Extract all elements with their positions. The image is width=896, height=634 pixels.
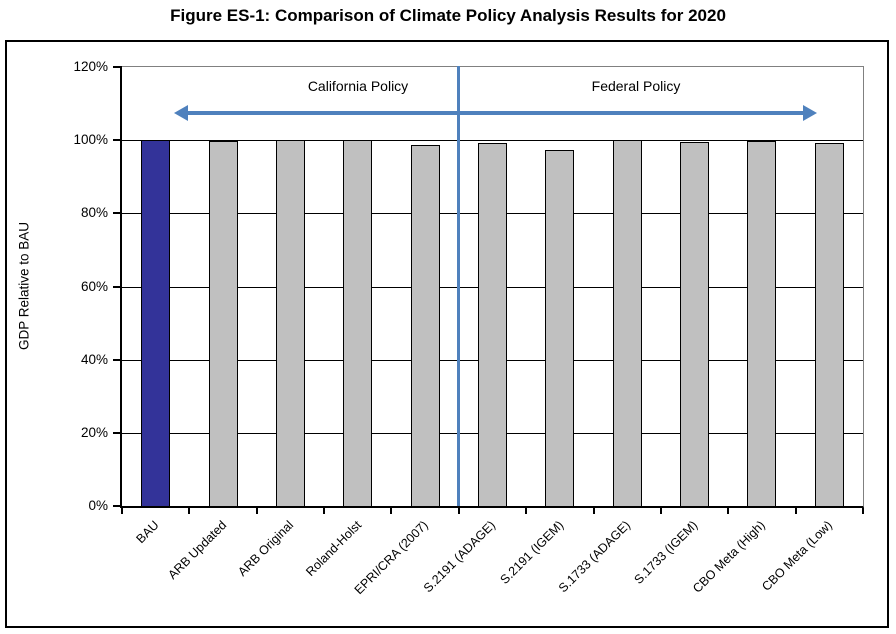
- chart-frame: GDP Relative to BAU California Policy Fe…: [5, 40, 889, 628]
- x-tick-6: [525, 508, 528, 514]
- x-category-label: S.2191 (IGEM): [496, 518, 566, 587]
- x-category-label: CBO Meta (High): [690, 518, 768, 596]
- policy-span-arrow-shaft: [186, 111, 805, 115]
- y-tick-label-60: 60%: [80, 278, 108, 294]
- bar-s-2191-igem: [545, 149, 575, 506]
- x-tick-8: [659, 508, 662, 514]
- plot-area: California Policy Federal Policy BAU ARB …: [73, 59, 864, 597]
- bar-epri-cra-2007: [410, 145, 440, 506]
- y-tick-120: [113, 66, 122, 68]
- x-category-label: S.1733 (IGEM): [631, 518, 701, 587]
- california-federal-separator-line: [457, 66, 461, 506]
- bar-cbo-meta-low: [814, 142, 844, 506]
- y-tick-label-120: 120%: [73, 59, 108, 74]
- arrow-right-icon: [803, 105, 817, 121]
- x-tick-5: [457, 508, 460, 514]
- x-category-label: S.1733 (ADAGE): [555, 518, 634, 596]
- x-category-label: CBO Meta (Low): [759, 518, 836, 594]
- y-tick-label-0: 0%: [88, 498, 108, 513]
- x-tick-2: [255, 508, 258, 514]
- x-tick-1: [188, 508, 191, 514]
- section-label-california: California Policy: [307, 78, 409, 94]
- x-category-label: BAU: [133, 518, 162, 547]
- bar-cbo-meta-high: [747, 140, 777, 506]
- bar-arb-original: [275, 140, 305, 506]
- gridline-100: [122, 140, 863, 142]
- arrow-left-icon: [174, 105, 188, 121]
- x-category-label: Roland-Holst: [302, 518, 364, 579]
- section-label-federal: Federal Policy: [591, 78, 681, 94]
- figure-title: Figure ES-1: Comparison of Climate Polic…: [170, 6, 726, 25]
- x-tick-10: [794, 508, 797, 514]
- x-tick-7: [592, 508, 595, 514]
- x-category-label: EPRI/CRA (2007): [351, 518, 432, 598]
- y-tick-label-80: 80%: [80, 205, 108, 221]
- y-tick-20: [113, 431, 122, 434]
- y-tick-100: [113, 139, 122, 142]
- x-category-label: ARB Updated: [164, 518, 229, 582]
- bar-bau: [141, 140, 171, 506]
- y-tick-label-20: 20%: [80, 424, 108, 440]
- bar-roland-holst: [343, 140, 373, 506]
- y-tick-0: [113, 505, 122, 507]
- x-tick-9: [727, 508, 730, 514]
- bar-s-2191-adage: [478, 142, 507, 506]
- x-tick-11: [862, 508, 864, 514]
- x-category-label: ARB Original: [235, 518, 297, 579]
- y-tick-60: [113, 285, 122, 288]
- bar-s-1733-igem: [680, 142, 710, 506]
- y-tick-40: [113, 358, 122, 361]
- x-tick-4: [390, 508, 393, 514]
- bar-arb-updated: [208, 141, 238, 506]
- x-category-label: S.2191 (ADAGE): [421, 518, 499, 596]
- bar-s-1733-adage: [612, 140, 642, 506]
- x-tick-3: [323, 508, 326, 514]
- y-tick-80: [113, 212, 122, 215]
- y-tick-label-40: 40%: [80, 351, 108, 367]
- x-tick-0: [121, 508, 123, 514]
- y-axis-title: GDP Relative to BAU: [16, 221, 32, 350]
- y-tick-label-100: 100%: [73, 132, 108, 148]
